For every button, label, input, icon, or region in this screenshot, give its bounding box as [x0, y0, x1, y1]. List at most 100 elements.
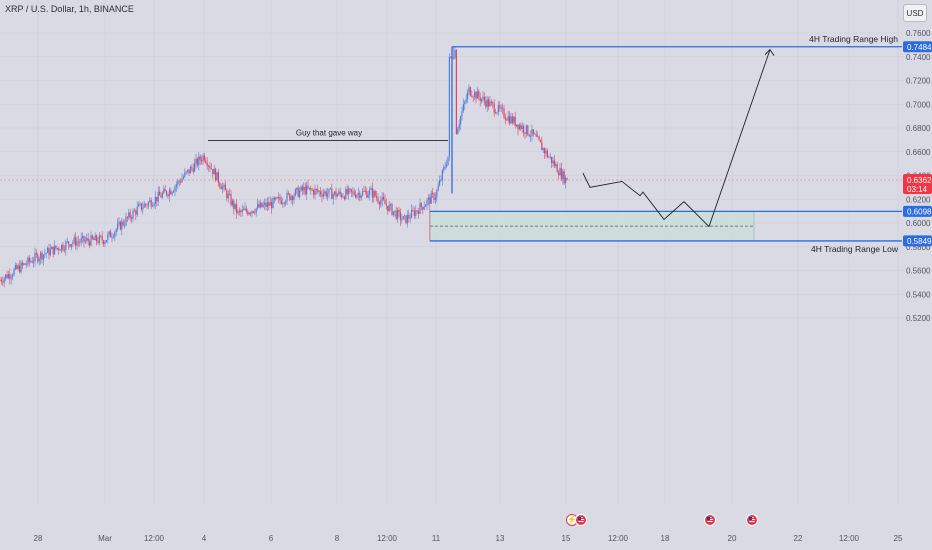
candle-body [212, 169, 214, 175]
us-flag-event-icon[interactable] [704, 514, 716, 526]
candle-body [104, 242, 106, 245]
time-tick-label: 28 [34, 534, 43, 543]
candle-body [492, 102, 494, 104]
candle-body [94, 235, 96, 241]
candle-body [461, 111, 463, 117]
candle-body [0, 279, 2, 282]
time-tick-label: 25 [894, 534, 903, 543]
candle-body [97, 241, 99, 243]
candle-body [278, 197, 280, 199]
us-flag-event-icon[interactable] [575, 514, 587, 526]
candle-body [247, 211, 249, 215]
time-axis[interactable]: 28 Mar 12:00 4 6 8 12:00 11 13 15 12:00 18 20 22 12:00… [34, 534, 903, 543]
candle-body [362, 191, 364, 196]
candle-body [59, 250, 61, 251]
candle-body [80, 238, 82, 243]
candle-body [419, 203, 421, 214]
candle-body [518, 125, 520, 130]
candle-body [3, 278, 5, 283]
candle-body [124, 224, 126, 226]
candle-body [384, 199, 386, 205]
candle-body [266, 202, 268, 207]
candle-body [367, 194, 369, 198]
candle-body [209, 165, 211, 169]
candle-body [5, 274, 7, 279]
candle-body [252, 211, 254, 213]
candle-body [138, 204, 140, 207]
candle-body [248, 213, 250, 215]
candle-body [304, 187, 306, 195]
currency-button[interactable]: USD [903, 4, 927, 22]
candle-body [275, 197, 277, 200]
price-tick-label: 0.6000 [906, 219, 931, 228]
candle-body [10, 276, 12, 279]
candle-body [76, 241, 78, 246]
candle-body [24, 263, 26, 265]
candle-body [349, 188, 351, 190]
candle-body [226, 190, 228, 199]
candle-body [220, 186, 222, 190]
candle-body [227, 193, 229, 199]
candle-body [292, 196, 294, 200]
candle-body [328, 188, 330, 194]
candle-body [164, 189, 166, 192]
candle-body [16, 265, 18, 269]
candle-body [254, 212, 256, 214]
symbol-title[interactable]: XRP / U.S. Dollar, 1h, BINANCE [5, 4, 134, 14]
candle-body [66, 241, 68, 243]
candle-body [9, 273, 11, 279]
candle-body [376, 196, 378, 198]
candle-body [374, 191, 376, 197]
candle-body [448, 56, 450, 157]
time-tick-label: 22 [794, 534, 803, 543]
candle-body [551, 156, 553, 164]
candle-body [20, 262, 22, 273]
current-price-tag [903, 174, 932, 195]
candle-body [185, 171, 187, 173]
candle-body [311, 189, 313, 191]
candle-body [439, 180, 441, 186]
candle-body [493, 103, 495, 113]
candle-body [552, 160, 554, 164]
candle-body [73, 237, 75, 243]
candle-body [441, 169, 443, 180]
candle-body [283, 202, 285, 204]
candle-body [279, 197, 281, 201]
price-tick-label: 0.6800 [906, 124, 931, 133]
candle-body [245, 208, 247, 212]
candle-body [315, 189, 317, 190]
candle-body [87, 238, 89, 242]
candle-body [307, 185, 309, 189]
candle-body [418, 211, 420, 214]
candle-body [467, 92, 469, 100]
candle-body [62, 244, 64, 250]
candle-body [405, 215, 407, 224]
candle-body [28, 257, 30, 262]
projection-path[interactable] [582, 49, 771, 228]
candle-body [240, 210, 242, 213]
candle-body [178, 180, 180, 182]
candle-body [68, 241, 70, 245]
candle-body [475, 92, 477, 99]
candle-body [2, 281, 4, 283]
us-flag-event-icon[interactable] [746, 514, 758, 526]
candle-body [224, 184, 226, 191]
candle-body [114, 232, 116, 237]
candle-body [390, 204, 392, 205]
candle-body [139, 203, 141, 205]
candle-body [223, 184, 225, 187]
candle-body [105, 240, 107, 243]
candle-body [544, 148, 546, 154]
candle-body [152, 205, 154, 207]
candle-body [182, 176, 184, 179]
candle-body [385, 204, 387, 206]
candle-body [301, 186, 303, 191]
candle-body [119, 221, 121, 230]
candle-body [531, 129, 533, 136]
candle-body [481, 98, 483, 102]
candle-body [286, 192, 288, 202]
candle-body [371, 188, 373, 198]
candle-body [199, 156, 201, 161]
candle-body [177, 180, 179, 185]
